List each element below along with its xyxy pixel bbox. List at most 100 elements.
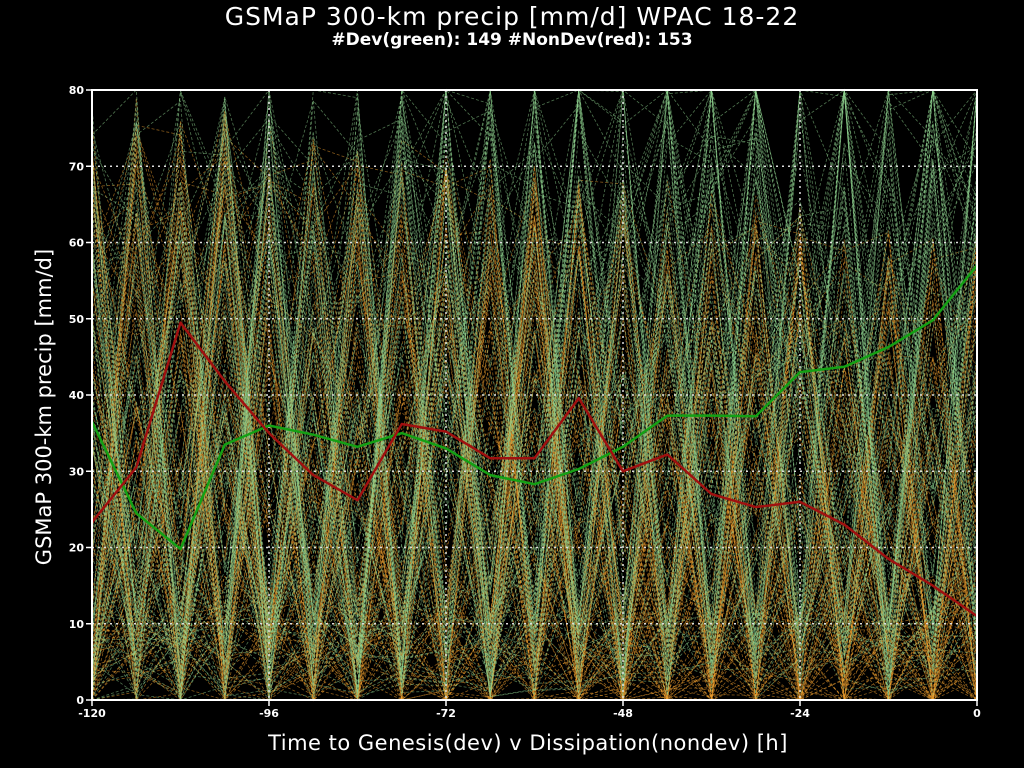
ensemble-line [91,146,978,699]
axis-ticks: 0 10 20 30 40 50 60 70 80 -120 -96 -72 -48 -24 0 [69,84,981,720]
ensemble-line [91,89,978,701]
ensemble-line [91,89,978,701]
ensemble-line [91,89,978,682]
ensemble-line [91,89,978,696]
ensemble-line [91,88,978,688]
mean-series-lines [90,264,978,618]
ensemble-line [91,89,978,673]
ensemble-line [91,189,978,702]
ensemble-line [91,157,978,683]
ensemble-line [91,89,978,639]
ensemble-line [91,89,978,699]
ensemble-line [91,89,978,695]
ensemble-line [91,89,978,684]
ensemble-line [91,96,978,695]
ensemble-line [91,195,978,701]
ensemble-line [91,183,978,701]
ensemble-line [91,139,978,701]
ensemble-line [91,89,978,701]
ensemble-line [91,89,978,697]
ensemble-line [91,248,978,702]
ensemble-line [91,98,978,701]
ensemble-line [91,89,978,693]
ensemble-line [91,89,978,688]
ensemble-line [91,168,978,701]
ensemble-line [91,184,978,702]
ensemble-line [91,159,978,701]
ensemble-line [91,89,978,679]
y-tick-label: 20 [69,542,85,555]
ensemble-line [91,131,978,678]
ensemble-line [91,120,978,702]
ensemble-line [91,89,978,695]
y-tick-label: 30 [69,465,85,478]
ensemble-line [91,92,978,701]
ensemble-line [91,89,978,699]
ensemble-line [91,89,978,690]
ensemble-line [91,152,978,701]
x-tick-label: -96 [259,707,279,720]
ensemble-line [91,221,978,696]
ensemble-line [91,89,978,702]
y-tick-label: 60 [69,237,85,250]
ensemble-line [91,89,978,699]
ensemble-line [91,89,978,670]
ensemble-line [91,89,978,701]
ensemble-line [91,135,978,702]
ensemble-line [91,90,978,685]
ensemble-line [91,185,978,701]
ensemble-line [91,89,978,697]
background-ensemble-lines [91,88,978,702]
ensemble-line [91,89,978,671]
ensemble-line [91,89,978,684]
ensemble-line [91,138,978,701]
ensemble-line [91,186,978,702]
ensemble-line [91,88,978,701]
ensemble-line [91,89,978,699]
ensemble-line [91,89,978,688]
ensemble-line [91,254,978,701]
ensemble-line [91,89,978,699]
x-tick-label: -72 [436,707,456,720]
ensemble-line [91,167,978,701]
ensemble-line [91,89,978,676]
y-tick-label: 50 [69,313,85,326]
ensemble-line [91,257,978,701]
series-line-dev [90,264,978,551]
ensemble-line [91,89,978,684]
ensemble-line [91,164,978,701]
x-tick-label: -120 [78,707,106,720]
y-tick-label: 40 [69,389,85,402]
ensemble-line [91,110,978,701]
chart-subtitle: #Dev(green): 149 #NonDev(red): 153 [331,30,693,50]
ensemble-line [91,132,978,702]
ensemble-line [91,167,978,701]
y-tick-label: 70 [69,160,85,173]
ensemble-line [91,123,978,701]
ensemble-line [91,106,978,701]
ensemble-line [91,89,978,698]
chart-title: GSMaP 300-km precip [mm/d] WPAC 18-22 [224,2,800,31]
x-tick-label: -48 [613,707,633,720]
ensemble-line [91,89,978,702]
ensemble-line [91,181,978,697]
y-tick-label: 10 [69,618,85,631]
y-tick-label: 0 [76,694,84,707]
ensemble-line [91,88,978,662]
ensemble-line [91,106,978,660]
ensemble-line [91,88,978,657]
ensemble-line [91,240,977,702]
x-tick-label: 0 [973,707,981,720]
series-line-nondev [91,321,978,618]
ensemble-line [91,264,978,701]
ensemble-line [91,89,978,698]
ensemble-line [91,128,978,701]
ensemble-line [91,155,978,701]
y-tick-label: 80 [69,84,85,97]
ensemble-line [91,121,978,701]
ensemble-line [91,146,978,701]
ensemble-line [91,145,978,658]
ensemble-line [91,89,978,699]
x-tick-label: -24 [790,707,810,720]
ensemble-line [91,154,978,701]
